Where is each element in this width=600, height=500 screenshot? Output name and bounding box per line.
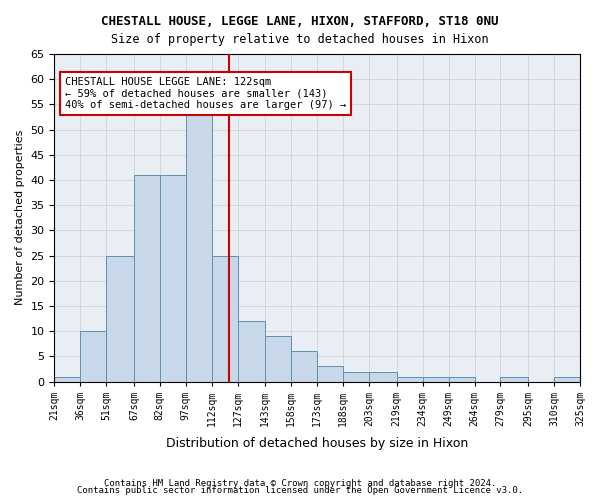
- Bar: [369, 372, 397, 382]
- Text: Contains public sector information licensed under the Open Government Licence v3: Contains public sector information licen…: [77, 486, 523, 495]
- Bar: [343, 372, 369, 382]
- Bar: [80, 331, 106, 382]
- X-axis label: Distribution of detached houses by size in Hixon: Distribution of detached houses by size …: [166, 437, 469, 450]
- Bar: [186, 100, 212, 382]
- Bar: [265, 336, 291, 382]
- Bar: [55, 376, 80, 382]
- Bar: [291, 352, 317, 382]
- Bar: [422, 376, 449, 382]
- Bar: [160, 175, 186, 382]
- Text: CHESTALL HOUSE, LEGGE LANE, HIXON, STAFFORD, ST18 0NU: CHESTALL HOUSE, LEGGE LANE, HIXON, STAFF…: [101, 15, 499, 28]
- Bar: [554, 376, 580, 382]
- Text: CHESTALL HOUSE LEGGE LANE: 122sqm
← 59% of detached houses are smaller (143)
40%: CHESTALL HOUSE LEGGE LANE: 122sqm ← 59% …: [65, 77, 346, 110]
- Text: Size of property relative to detached houses in Hixon: Size of property relative to detached ho…: [111, 32, 489, 46]
- Bar: [106, 256, 134, 382]
- Bar: [449, 376, 475, 382]
- Bar: [212, 256, 238, 382]
- Bar: [134, 175, 160, 382]
- Text: Contains HM Land Registry data © Crown copyright and database right 2024.: Contains HM Land Registry data © Crown c…: [104, 478, 496, 488]
- Bar: [238, 321, 265, 382]
- Y-axis label: Number of detached properties: Number of detached properties: [15, 130, 25, 306]
- Bar: [500, 376, 528, 382]
- Bar: [397, 376, 422, 382]
- Bar: [317, 366, 343, 382]
